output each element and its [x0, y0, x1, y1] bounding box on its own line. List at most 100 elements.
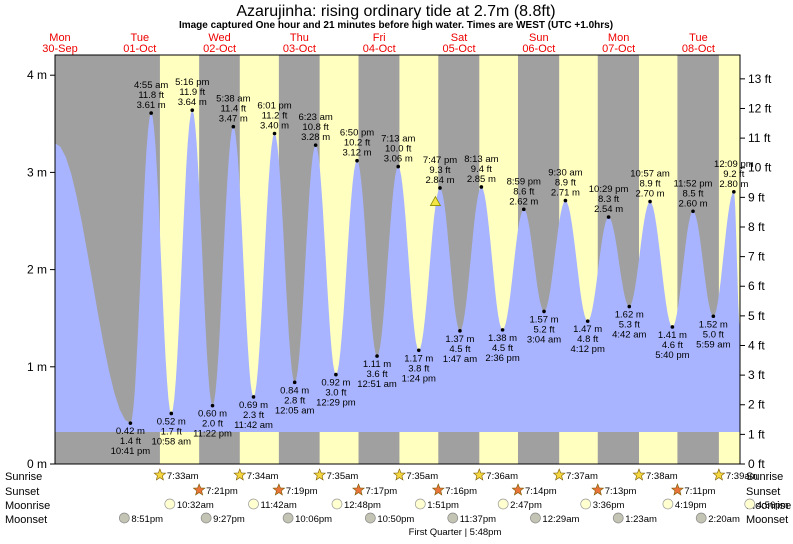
- moonset-row-label-left: Moonset: [5, 514, 47, 526]
- tide-low-point: [670, 325, 675, 329]
- moonset-icon: [530, 512, 541, 524]
- y-tick-label-ft: 7 ft: [748, 250, 765, 264]
- tide-label-b: 9.3 ft: [429, 165, 450, 176]
- tide-label-b: 8.9 ft: [639, 179, 660, 190]
- moonrise-icon: [331, 498, 343, 510]
- tide-label-b: 5.0 ft: [703, 329, 724, 340]
- tide-label-a: 1.41 m: [658, 330, 687, 341]
- y-tick-label-m: 3 m: [27, 165, 47, 179]
- sunrise-time: 7:37am: [566, 471, 598, 482]
- y-tick-label-ft: 0 ft: [748, 457, 765, 471]
- y-tick-label-ft: 13 ft: [748, 72, 772, 86]
- y-tick-label-ft: 3 ft: [748, 368, 765, 382]
- tide-label-c: 3.06 m: [384, 154, 413, 165]
- moonrise-row-label-right: Moonrise: [746, 500, 791, 512]
- day-date: 03-Oct: [283, 43, 316, 55]
- sunset-time: 7:14pm: [525, 486, 557, 497]
- moonset-icon: [200, 512, 212, 524]
- astronomy-rows: Sunrise Sunset Moonrise Moonset Sunrise …: [5, 468, 791, 538]
- y-tick-label-m: 1 m: [27, 360, 47, 374]
- sunset-icon: [431, 483, 445, 496]
- sunset-icon: [511, 483, 525, 496]
- tide-label-b: 9.4 ft: [471, 164, 492, 175]
- tide-low-point: [375, 354, 379, 358]
- sunset-time: 7:13pm: [605, 486, 637, 497]
- y-tick-label-ft: 11 ft: [748, 131, 771, 145]
- tide-high-point: [313, 143, 318, 147]
- y-tick-label-ft: 1 ft: [748, 427, 765, 441]
- tide-label-b: 11.2 ft: [262, 111, 288, 122]
- tide-label-b: 8.5 ft: [682, 188, 703, 199]
- tide-label-b: 2.8 ft: [284, 395, 305, 406]
- tide-high-point: [521, 207, 526, 212]
- moonset-icon: [695, 512, 707, 524]
- tide-label-c: 11:22 pm: [193, 429, 232, 440]
- moonset-time: 1:23am: [625, 514, 657, 525]
- tide-label-c: 2.54 m: [594, 204, 623, 215]
- tide-label-b: 3.8 ft: [408, 363, 429, 374]
- moonset-time: 9:27pm: [213, 514, 245, 525]
- moonrise-time: 10:32am: [177, 500, 214, 511]
- tide-high-point: [479, 185, 484, 189]
- moonrise-icon: [164, 498, 176, 510]
- tide-label-a: 0.42 m: [116, 426, 145, 437]
- tide-high-point: [272, 131, 277, 136]
- tide-label-a: 6:50 pm: [340, 128, 374, 139]
- tide-high-point: [396, 164, 401, 169]
- sunrise-icon: [632, 468, 646, 481]
- day-dow: Thu: [290, 32, 309, 44]
- y-tick-label-ft: 10 ft: [748, 161, 772, 175]
- tide-label-c: 5:40 pm: [655, 350, 689, 361]
- tide-label-c: 12:29 pm: [316, 398, 356, 409]
- tide-high-point: [355, 158, 359, 163]
- tide-label-b: 1.4 ft: [120, 436, 141, 447]
- sunrise-time: 7:33am: [167, 471, 199, 482]
- current-level-marker: [429, 195, 442, 206]
- tide-high-point: [606, 215, 611, 219]
- plot-frame: [54, 54, 741, 465]
- tide-label-b: 4.5 ft: [492, 343, 513, 354]
- tide-label-c: 1:47 am: [443, 354, 477, 365]
- sunset-time: 7:16pm: [445, 486, 477, 497]
- moonrise-icon: [414, 498, 426, 510]
- tide-label-a: 1.38 m: [488, 333, 517, 344]
- tide-high-point: [438, 186, 442, 190]
- day-dow: Wed: [208, 32, 230, 44]
- tide-label-a: 10:29 pm: [589, 184, 629, 195]
- tide-label-a: 12:09 pm: [714, 159, 754, 170]
- tide-label-b: 2.0 ft: [202, 419, 223, 430]
- tide-label-a: 6:01 pm: [257, 101, 291, 112]
- tide-label-b: 10.2 ft: [344, 138, 371, 149]
- tide-label-c: 3.12 m: [343, 148, 372, 159]
- day-date: 06-Oct: [522, 43, 555, 55]
- y-tick-label-ft: 12 ft: [748, 101, 772, 115]
- tide-label-b: 10.0 ft: [385, 144, 412, 155]
- moonrise-icon: [580, 498, 592, 510]
- tide-label-a: 9:30 am: [548, 168, 582, 179]
- tide-high-point: [149, 111, 153, 115]
- sunrise-time: 7:39am: [726, 471, 758, 482]
- day-date: 07-Oct: [602, 43, 635, 55]
- day-date: 08-Oct: [682, 43, 715, 55]
- moonrise-time: 2:47pm: [510, 500, 542, 511]
- tide-label-b: 3.6 ft: [366, 369, 387, 380]
- sunrise-time: 7:38am: [646, 471, 678, 482]
- tide-label-c: 5:59 am: [696, 339, 730, 350]
- tide-low-point: [128, 421, 133, 425]
- sunrise-icon: [392, 468, 406, 481]
- moonrise-icon: [744, 498, 756, 510]
- tide-label-a: 1.62 m: [615, 310, 644, 321]
- tide-label-c: 4:42 am: [612, 330, 646, 341]
- moonrise-icon: [662, 498, 674, 510]
- tide-high-point: [190, 108, 195, 112]
- tide-label-a: 4:55 am: [134, 80, 168, 91]
- moonrise-time: 3:36pm: [593, 500, 625, 511]
- sunset-row-label-left: Sunset: [5, 486, 39, 498]
- tide-low-point: [169, 411, 174, 416]
- chart-title: Azarujinha: rising ordinary tide at 2.7m…: [236, 3, 555, 20]
- tide-label-c: 3:04 am: [527, 334, 561, 345]
- day-dow: Sun: [529, 32, 549, 44]
- tide-label-c: 11:42 am: [234, 420, 273, 431]
- tide-high-point: [732, 190, 736, 194]
